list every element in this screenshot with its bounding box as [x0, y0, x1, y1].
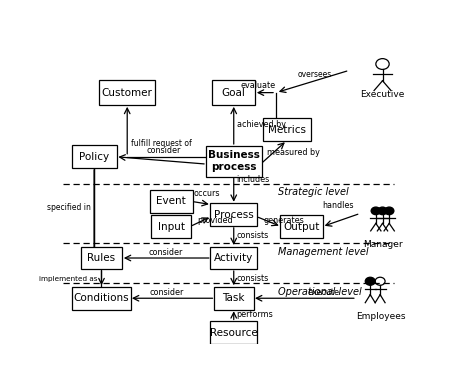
Text: specified in: specified in: [46, 203, 91, 212]
Circle shape: [378, 207, 387, 215]
Text: consists: consists: [237, 274, 269, 283]
FancyBboxPatch shape: [152, 216, 191, 238]
Text: Resource: Resource: [210, 327, 257, 337]
FancyBboxPatch shape: [210, 204, 257, 226]
Text: occurs: occurs: [193, 189, 220, 199]
FancyBboxPatch shape: [210, 321, 257, 344]
Text: Input: Input: [158, 222, 185, 232]
FancyBboxPatch shape: [73, 287, 130, 310]
Text: Metrics: Metrics: [268, 125, 306, 135]
Text: Rules: Rules: [87, 253, 116, 263]
Text: consists: consists: [237, 231, 269, 240]
Text: execute: execute: [308, 288, 340, 297]
Text: consider: consider: [150, 288, 184, 297]
Text: Operational level: Operational level: [278, 287, 362, 297]
Text: Strategic level: Strategic level: [278, 187, 348, 197]
Text: Output: Output: [283, 222, 320, 232]
Text: consider: consider: [147, 146, 181, 155]
Text: provided: provided: [197, 216, 233, 225]
Text: consider: consider: [148, 248, 183, 257]
Circle shape: [365, 277, 375, 285]
Text: Event: Event: [156, 196, 186, 206]
Text: Activity: Activity: [214, 253, 254, 263]
Text: Executive: Executive: [360, 90, 405, 99]
FancyBboxPatch shape: [264, 118, 310, 142]
Text: Goal: Goal: [222, 87, 246, 98]
FancyBboxPatch shape: [99, 80, 155, 105]
Text: achieved by: achieved by: [237, 120, 286, 129]
Text: evaluate: evaluate: [240, 81, 275, 90]
Text: handles: handles: [323, 201, 354, 211]
Text: fulfill request of: fulfill request of: [131, 139, 191, 148]
Circle shape: [384, 207, 394, 215]
FancyBboxPatch shape: [214, 287, 254, 310]
Text: implemented as: implemented as: [39, 276, 98, 282]
Text: Process: Process: [214, 210, 254, 220]
FancyBboxPatch shape: [212, 80, 255, 105]
FancyBboxPatch shape: [280, 216, 323, 238]
FancyBboxPatch shape: [210, 247, 257, 269]
Text: performs: performs: [237, 310, 273, 319]
Text: includes: includes: [237, 175, 270, 184]
FancyBboxPatch shape: [72, 145, 117, 168]
Text: Management level: Management level: [278, 247, 368, 257]
Text: Employees: Employees: [356, 312, 405, 321]
FancyBboxPatch shape: [81, 247, 122, 269]
Text: oversees: oversees: [297, 70, 332, 79]
Text: generates: generates: [263, 216, 304, 225]
Text: Manager: Manager: [363, 240, 402, 248]
Text: measured by: measured by: [267, 148, 319, 157]
FancyBboxPatch shape: [206, 146, 262, 176]
Text: Customer: Customer: [102, 87, 153, 98]
Text: Policy: Policy: [79, 152, 109, 162]
Text: Task: Task: [222, 293, 245, 303]
Text: Conditions: Conditions: [73, 293, 129, 303]
Circle shape: [371, 207, 381, 215]
Text: Business
process: Business process: [208, 151, 260, 172]
FancyBboxPatch shape: [150, 190, 193, 213]
